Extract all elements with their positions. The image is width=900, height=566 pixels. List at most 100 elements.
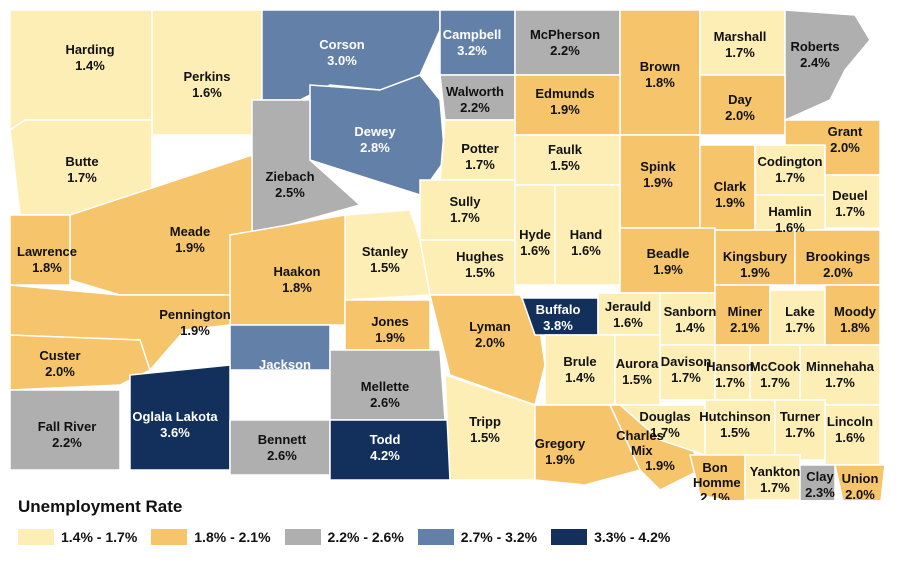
legend-item: 1.4% - 1.7% xyxy=(18,529,137,545)
county-name-spink: Spink xyxy=(640,159,676,174)
legend-label: 1.4% - 1.7% xyxy=(61,529,138,545)
county-name-aurora: Aurora xyxy=(616,356,659,371)
county-name-sully: Sully xyxy=(449,194,481,209)
county-value-mellette: 2.6% xyxy=(370,395,400,410)
county-value-campbell: 3.2% xyxy=(457,43,487,58)
county-value-roberts: 2.4% xyxy=(800,55,830,70)
county-name-perkins: Perkins xyxy=(184,69,231,84)
county-name-marshall: Marshall xyxy=(714,29,767,44)
county-dewey xyxy=(309,74,446,196)
county-fall-river xyxy=(9,389,121,471)
county-value-stanley: 1.5% xyxy=(370,260,400,275)
county-value-lyman: 2.0% xyxy=(475,335,505,350)
county-value-corson: 3.0% xyxy=(327,53,357,68)
county-name-lyman: Lyman xyxy=(469,319,510,334)
county-value-buffalo: 3.8% xyxy=(543,318,573,333)
county-value-butte: 1.7% xyxy=(67,170,97,185)
legend-label: 1.8% - 2.1% xyxy=(194,529,271,545)
county-name-jackson: Jackson xyxy=(259,357,311,372)
county-value-haakon: 1.8% xyxy=(282,280,312,295)
county-value-miner: 2.1% xyxy=(730,320,760,335)
county-value-moody: 1.8% xyxy=(840,320,870,335)
county-value-deuel: 1.7% xyxy=(835,204,865,219)
county-value-hutchinson: 1.5% xyxy=(720,425,750,440)
county-value-hughes: 1.5% xyxy=(465,265,495,280)
county-value-brookings: 2.0% xyxy=(823,265,853,280)
county-name-campbell: Campbell xyxy=(443,27,502,42)
county-value-beadle: 1.9% xyxy=(653,262,683,277)
county-name-mccook: McCook xyxy=(750,359,801,374)
county-name-lake: Lake xyxy=(785,304,815,319)
county-name-union: Union xyxy=(842,471,879,486)
county-value-potter: 1.7% xyxy=(465,157,495,172)
county-map: Harding1.4%Perkins1.6%Corson3.0%Campbell… xyxy=(9,9,886,500)
county-name-deuel: Deuel xyxy=(832,188,867,203)
county-name-harding: Harding xyxy=(65,42,114,57)
county-name-mcpherson: McPherson xyxy=(530,27,600,42)
county-name-hamlin: Hamlin xyxy=(768,204,811,219)
county-name-hyde: Hyde xyxy=(519,227,551,242)
county-value-meade: 1.9% xyxy=(175,240,205,255)
county-value-turner: 1.7% xyxy=(785,425,815,440)
county-name-brookings: Brookings xyxy=(806,249,870,264)
county-name-fall-river: Fall River xyxy=(38,419,97,434)
county-value-lake: 1.7% xyxy=(785,320,815,335)
county-name-buffalo: Buffalo xyxy=(536,302,581,317)
county-name-sanborn: Sanborn xyxy=(664,304,717,319)
county-value-sully: 1.7% xyxy=(450,210,480,225)
county-name-jones: Jones xyxy=(371,314,409,329)
county-value-bon-homme: 2.1% xyxy=(700,490,730,500)
county-value-grant: 2.0% xyxy=(830,140,860,155)
legend-swatch xyxy=(417,529,454,545)
legend-label: 2.7% - 3.2% xyxy=(460,529,538,545)
county-name-todd: Todd xyxy=(370,432,401,447)
county-name-miner: Miner xyxy=(728,304,763,319)
legend-label: 2.2% - 2.6% xyxy=(327,529,404,545)
county-name-brule: Brule xyxy=(563,354,596,369)
county-name-potter: Potter xyxy=(461,141,499,156)
county-value-dewey: 2.8% xyxy=(360,140,390,155)
county-value-hanson: 1.7% xyxy=(715,375,745,390)
county-value-walworth: 2.2% xyxy=(460,100,490,115)
county-sanborn xyxy=(659,292,716,346)
county-name-turner: Turner xyxy=(780,409,820,424)
county-value-gregory: 1.9% xyxy=(545,452,575,467)
county-value-fall-river: 2.2% xyxy=(52,435,82,450)
county-name-pennington: Pennington xyxy=(159,307,231,322)
county-name-lincoln: Lincoln xyxy=(827,414,873,429)
county-name-hand: Hand xyxy=(570,227,603,242)
county-value-brule: 1.4% xyxy=(565,370,595,385)
county-name-moody: Moody xyxy=(834,304,877,319)
county-name-kingsbury: Kingsbury xyxy=(723,249,788,264)
county-name-beadle: Beadle xyxy=(647,246,690,261)
county-name-tripp: Tripp xyxy=(469,414,501,429)
county-clay xyxy=(799,464,836,500)
county-butte xyxy=(9,119,153,216)
county-value-douglas: 1.7% xyxy=(650,425,680,440)
county-value-tripp: 1.5% xyxy=(470,430,500,445)
county-value-mcpherson: 2.2% xyxy=(550,43,580,58)
county-union xyxy=(834,464,886,500)
county-value-codington: 1.7% xyxy=(775,170,805,185)
county-name-bennett: Bennett xyxy=(258,432,307,447)
legend-item: 2.7% - 3.2% xyxy=(417,529,538,545)
county-value-edmunds: 1.9% xyxy=(550,102,580,117)
county-value-harding: 1.4% xyxy=(75,58,105,73)
legend-swatch xyxy=(284,529,321,545)
legend-item: 3.3% - 4.2% xyxy=(551,529,670,545)
county-name-hanson: Hanson xyxy=(706,359,754,374)
county-name-corson: Corson xyxy=(319,37,365,52)
county-name-oglala-lakota: Oglala Lakota xyxy=(132,409,218,424)
county-name-mellette: Mellette xyxy=(361,379,409,394)
county-name-meade: Meade xyxy=(170,224,210,239)
legend: 1.4% - 1.7% 1.8% - 2.1% 2.2% - 2.6% 2.7% - … xyxy=(18,529,684,545)
county-value-jerauld: 1.6% xyxy=(613,315,643,330)
county-name-clark: Clark xyxy=(714,179,747,194)
county-name-haakon: Haakon xyxy=(274,264,321,279)
county-name-roberts: Roberts xyxy=(790,39,839,54)
county-value-perkins: 1.6% xyxy=(192,85,222,100)
county-name-walworth: Walworth xyxy=(446,84,504,99)
county-value-ziebach: 2.5% xyxy=(275,185,305,200)
county-name-yankton: Yankton xyxy=(750,464,801,479)
county-name-hutchinson: Hutchinson xyxy=(699,409,771,424)
